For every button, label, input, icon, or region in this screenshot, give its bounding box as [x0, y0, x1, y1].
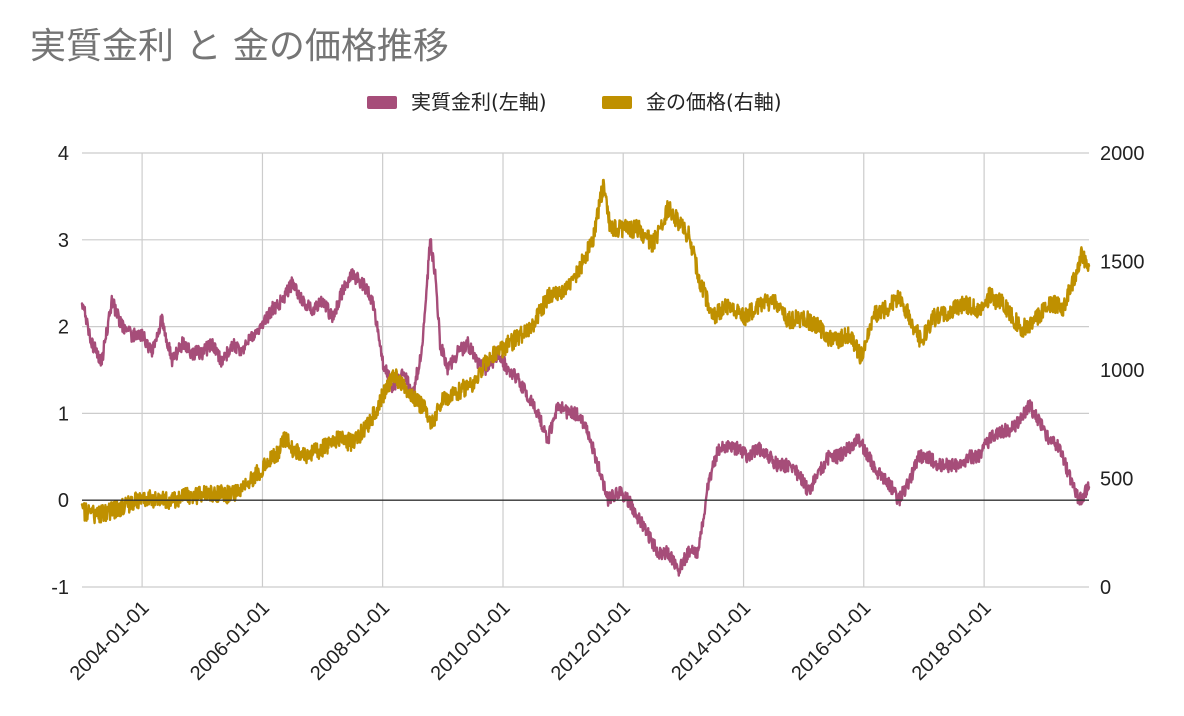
y-left-tick-label: -1: [51, 577, 69, 599]
y-right-tick-label: 0: [1100, 577, 1111, 599]
series-layer: [80, 178, 1091, 577]
x-tick-label: 2016-01-01: [787, 597, 875, 685]
y-left-tick-label: 3: [58, 230, 69, 252]
y-left-tick-label: 4: [58, 143, 69, 165]
x-tick-label: 2008-01-01: [306, 597, 394, 685]
x-tick-label: 2006-01-01: [186, 597, 274, 685]
legend-label-gold-price: 金の価格(右軸): [646, 90, 782, 114]
legend-label-real-rate: 実質金利(左軸): [411, 90, 547, 114]
grid-layer: [82, 152, 1089, 588]
legend-item-gold-price[interactable]: 金の価格(右軸): [602, 90, 782, 114]
legend: 実質金利(左軸) 金の価格(右軸): [367, 90, 782, 114]
x-tick-label: 2014-01-01: [667, 597, 755, 685]
legend-swatch-real-rate: [367, 96, 397, 109]
legend-swatch-gold-price: [602, 96, 632, 109]
legend-item-real-rate[interactable]: 実質金利(左軸): [367, 90, 547, 114]
series-line-real-rate: [80, 238, 1091, 577]
y-left-tick-label: 2: [58, 317, 69, 339]
y-left-tick-label: 0: [58, 490, 69, 512]
x-tick-label: 2018-01-01: [908, 597, 996, 685]
y-left-tick-label: 1: [58, 403, 69, 425]
y-right-tick-label: 500: [1100, 469, 1133, 491]
y-right-tick-label: 1500: [1100, 252, 1145, 274]
x-tick-label: 2004-01-01: [66, 597, 154, 685]
x-tick-label: 2010-01-01: [427, 597, 515, 685]
y-right-tick-label: 2000: [1100, 143, 1145, 165]
x-tick-label: 2012-01-01: [547, 597, 635, 685]
series-line-gold-price: [80, 178, 1091, 525]
y-right-tick-label: 1000: [1100, 360, 1145, 382]
chart-title: 実質金利 と 金の価格推移: [30, 26, 449, 67]
